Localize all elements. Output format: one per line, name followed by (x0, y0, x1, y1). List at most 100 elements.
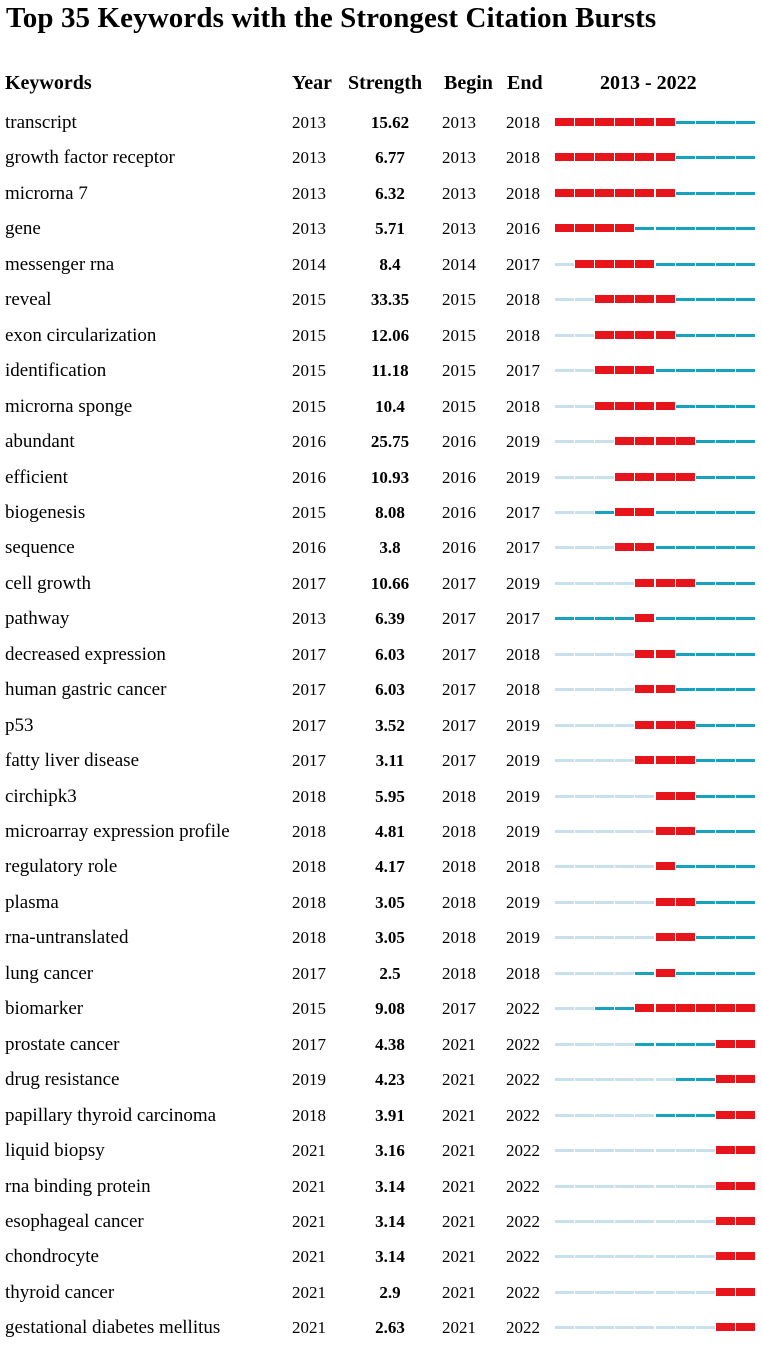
timeline-segment-post (675, 404, 695, 408)
timeline-segment-pre (575, 1326, 595, 1330)
table-row: p53 2017 3.52 2017 2019 (0, 714, 762, 744)
table-row: pathway 2013 6.39 2017 2017 (0, 607, 762, 637)
strength-cell: 33.35 (370, 290, 410, 310)
timeline-segment-burst (655, 756, 675, 765)
timeline-segment-post (715, 121, 735, 124)
timeline-segment-pre (615, 688, 635, 692)
timeline-segment-burst (635, 330, 655, 339)
keyword-cell: growth factor receptor (5, 147, 175, 169)
timeline-segment-post (695, 510, 715, 514)
timeline-segment-post (675, 121, 695, 124)
timeline-segment-burst (655, 720, 675, 729)
timeline-segment-post (715, 971, 735, 975)
strength-cell: 3.14 (375, 1176, 405, 1196)
timeline-segment-post (735, 369, 755, 373)
timeline-segment-pre (555, 1290, 574, 1294)
end-cell: 2022 (506, 1176, 540, 1196)
burst-timeline (555, 578, 757, 588)
strength-cell: 3.05 (375, 892, 405, 912)
timeline-segment-pre (655, 1290, 675, 1294)
burst-timeline (555, 188, 757, 198)
timeline-segment-post (695, 936, 715, 940)
timeline-segment-pre (555, 1219, 574, 1223)
timeline-segment-pre (635, 1326, 655, 1330)
keyword-cell: p53 (5, 714, 34, 736)
timeline-segment-post (675, 298, 695, 302)
keyword-cell: pathway (5, 608, 70, 630)
timeline-segment-post (715, 262, 735, 266)
timeline-segment-post (735, 759, 755, 763)
burst-timeline (555, 436, 757, 446)
timeline-segment-burst (595, 259, 615, 268)
year-cell: 2021 (292, 1318, 326, 1338)
timeline-segment-burst (615, 366, 635, 375)
table-row: reveal 2015 33.35 2015 2018 (0, 288, 762, 318)
end-cell: 2019 (506, 751, 540, 771)
burst-timeline (555, 861, 757, 871)
burst-timeline (555, 1216, 757, 1226)
timeline-segment-burst (735, 1039, 755, 1048)
begin-cell: 2013 (442, 183, 476, 203)
timeline-segment-pre (635, 865, 655, 869)
timeline-segment-pre (695, 1255, 715, 1259)
begin-cell: 2014 (442, 254, 476, 274)
timeline-segment-burst (575, 259, 595, 268)
keyword-cell: drug resistance (5, 1069, 120, 1091)
timeline-segment-burst (555, 188, 574, 197)
timeline-segment-post (675, 546, 695, 550)
timeline-segment-post (655, 369, 675, 373)
keyword-cell: messenger rna (5, 253, 115, 275)
table-row: gestational diabetes mellitus 2021 2.63 202… (0, 1316, 762, 1346)
table-row: rna-untranslated 2018 3.05 2018 2019 (0, 926, 762, 956)
timeline-segment-pre (635, 936, 655, 940)
keyword-cell: liquid biopsy (5, 1140, 105, 1162)
timeline-segment-burst (655, 827, 675, 835)
timeline-segment-burst (675, 756, 695, 765)
timeline-segment-post (695, 865, 715, 869)
timeline-segment-burst (735, 1323, 755, 1332)
table-row: circhipk3 2018 5.95 2018 2019 (0, 785, 762, 815)
burst-timeline (555, 117, 757, 127)
end-cell: 2022 (506, 1211, 540, 1231)
timeline-segment-post (695, 794, 715, 798)
begin-cell: 2018 (442, 857, 476, 877)
burst-timeline (555, 259, 757, 269)
timeline-segment-pre (575, 404, 595, 408)
timeline-segment-pre (615, 936, 635, 940)
timeline-segment-pre (555, 830, 574, 833)
timeline-segment-burst (715, 1216, 735, 1225)
strength-cell: 15.62 (370, 113, 410, 132)
timeline-segment-burst (575, 118, 595, 126)
begin-cell: 2018 (442, 822, 476, 841)
timeline-segment-pre (555, 723, 574, 727)
timeline-segment-pre (555, 546, 574, 550)
timeline-segment-pre (555, 440, 574, 444)
begin-cell: 2018 (442, 928, 476, 948)
keyword-cell: transcript (5, 112, 77, 133)
timeline-segment-post (675, 1078, 695, 1082)
keyword-cell: lung cancer (5, 962, 94, 984)
keyword-cell: identification (5, 360, 107, 382)
timeline-segment-post (715, 794, 735, 798)
table-row: lung cancer 2017 2.5 2018 2018 (0, 962, 762, 992)
timeline-segment-pre (575, 298, 595, 302)
timeline-segment-pre (595, 440, 615, 444)
timeline-segment-post (675, 227, 695, 231)
timeline-segment-pre (615, 971, 635, 975)
burst-timeline (555, 613, 757, 623)
timeline-segment-burst (635, 118, 655, 126)
header-year: Year (292, 72, 332, 94)
begin-cell: 2017 (442, 609, 476, 629)
burst-timeline (555, 472, 757, 482)
timeline-segment-post (735, 475, 755, 479)
timeline-segment-post (695, 1078, 715, 1082)
timeline-segment-pre (575, 1219, 595, 1223)
table-row: microrna sponge 2015 10.4 2015 2018 (0, 395, 762, 425)
year-cell: 2014 (292, 254, 326, 274)
begin-cell: 2017 (442, 751, 476, 771)
timeline-segment-pre (575, 1042, 595, 1046)
timeline-segment-post (735, 865, 755, 869)
timeline-segment-burst (675, 827, 695, 835)
timeline-segment-post (735, 581, 755, 585)
timeline-segment-pre (575, 794, 595, 798)
